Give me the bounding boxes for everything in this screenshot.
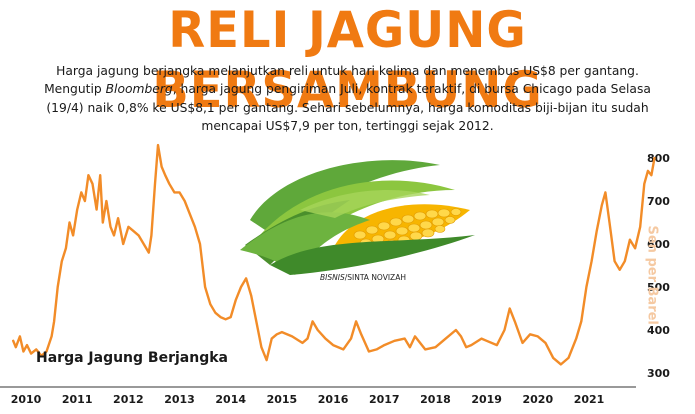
x-tick-label-2016: 2016	[318, 393, 349, 406]
series-line-corn-futures	[12, 143, 656, 366]
intro-line-4: mencapai US$7,9 per ton, tertinggi sejak…	[201, 118, 494, 133]
credit-source: BISNIS	[320, 273, 345, 282]
y-tick-label-800: 800	[647, 152, 670, 165]
intro-paragraph: Harga jagung berjangka melanjutkan reli …	[20, 62, 675, 135]
x-tick-label-2021: 2021	[574, 393, 605, 406]
illustration-credit: BISNIS/SINTA NOVIZAH	[320, 273, 406, 282]
y-tick-label-700: 700	[647, 195, 670, 208]
y-axis: 300 400 500 600 700 800	[647, 152, 670, 380]
y-tick-label-600: 600	[647, 238, 670, 251]
x-tick-label-2014: 2014	[215, 393, 246, 406]
chart-title: Harga Jagung Berjangka	[36, 350, 228, 366]
x-tick-label-2019: 2019	[471, 393, 502, 406]
x-tick-label-2015: 2015	[267, 393, 298, 406]
x-tick-label-2010: 2010	[11, 393, 42, 406]
x-tick-label-2013: 2013	[164, 393, 195, 406]
credit-author: /SINTA NOVIZAH	[344, 273, 406, 282]
intro-line-2-pre: Mengutip	[44, 82, 106, 97]
intro-line-2-post: , harga jagung pengiriman Juli, kontrak …	[172, 82, 651, 97]
intro-line-1: Harga jagung berjangka melanjutkan reli …	[56, 64, 639, 78]
x-tick-label-2020: 2020	[523, 393, 554, 406]
y-tick-label-300: 300	[647, 367, 670, 380]
y-tick-label-500: 500	[647, 281, 670, 294]
headline: RELI JAGUNG BERSAMBUNG	[152, 1, 543, 119]
corn-icon	[240, 160, 475, 275]
intro-line-2: Mengutip Bloomberg, harga jagung pengiri…	[20, 80, 675, 98]
x-tick-label-2011: 2011	[62, 393, 93, 406]
x-axis: 2010 2011 2012 2013 2014 2015 2016 2017 2018 2019…	[0, 386, 636, 406]
x-tick-label-2018: 2018	[420, 393, 451, 406]
x-tick-label-2017: 2017	[369, 393, 400, 406]
x-tick-label-2012: 2012	[113, 393, 144, 406]
intro-source-name: Bloomberg	[105, 82, 173, 97]
y-axis-label: Sen per Barel	[644, 225, 660, 325]
intro-line-3: (19/4) naik 0,8% ke US$8,1 per gantang. …	[46, 100, 649, 115]
y-tick-label-400: 400	[647, 324, 670, 337]
